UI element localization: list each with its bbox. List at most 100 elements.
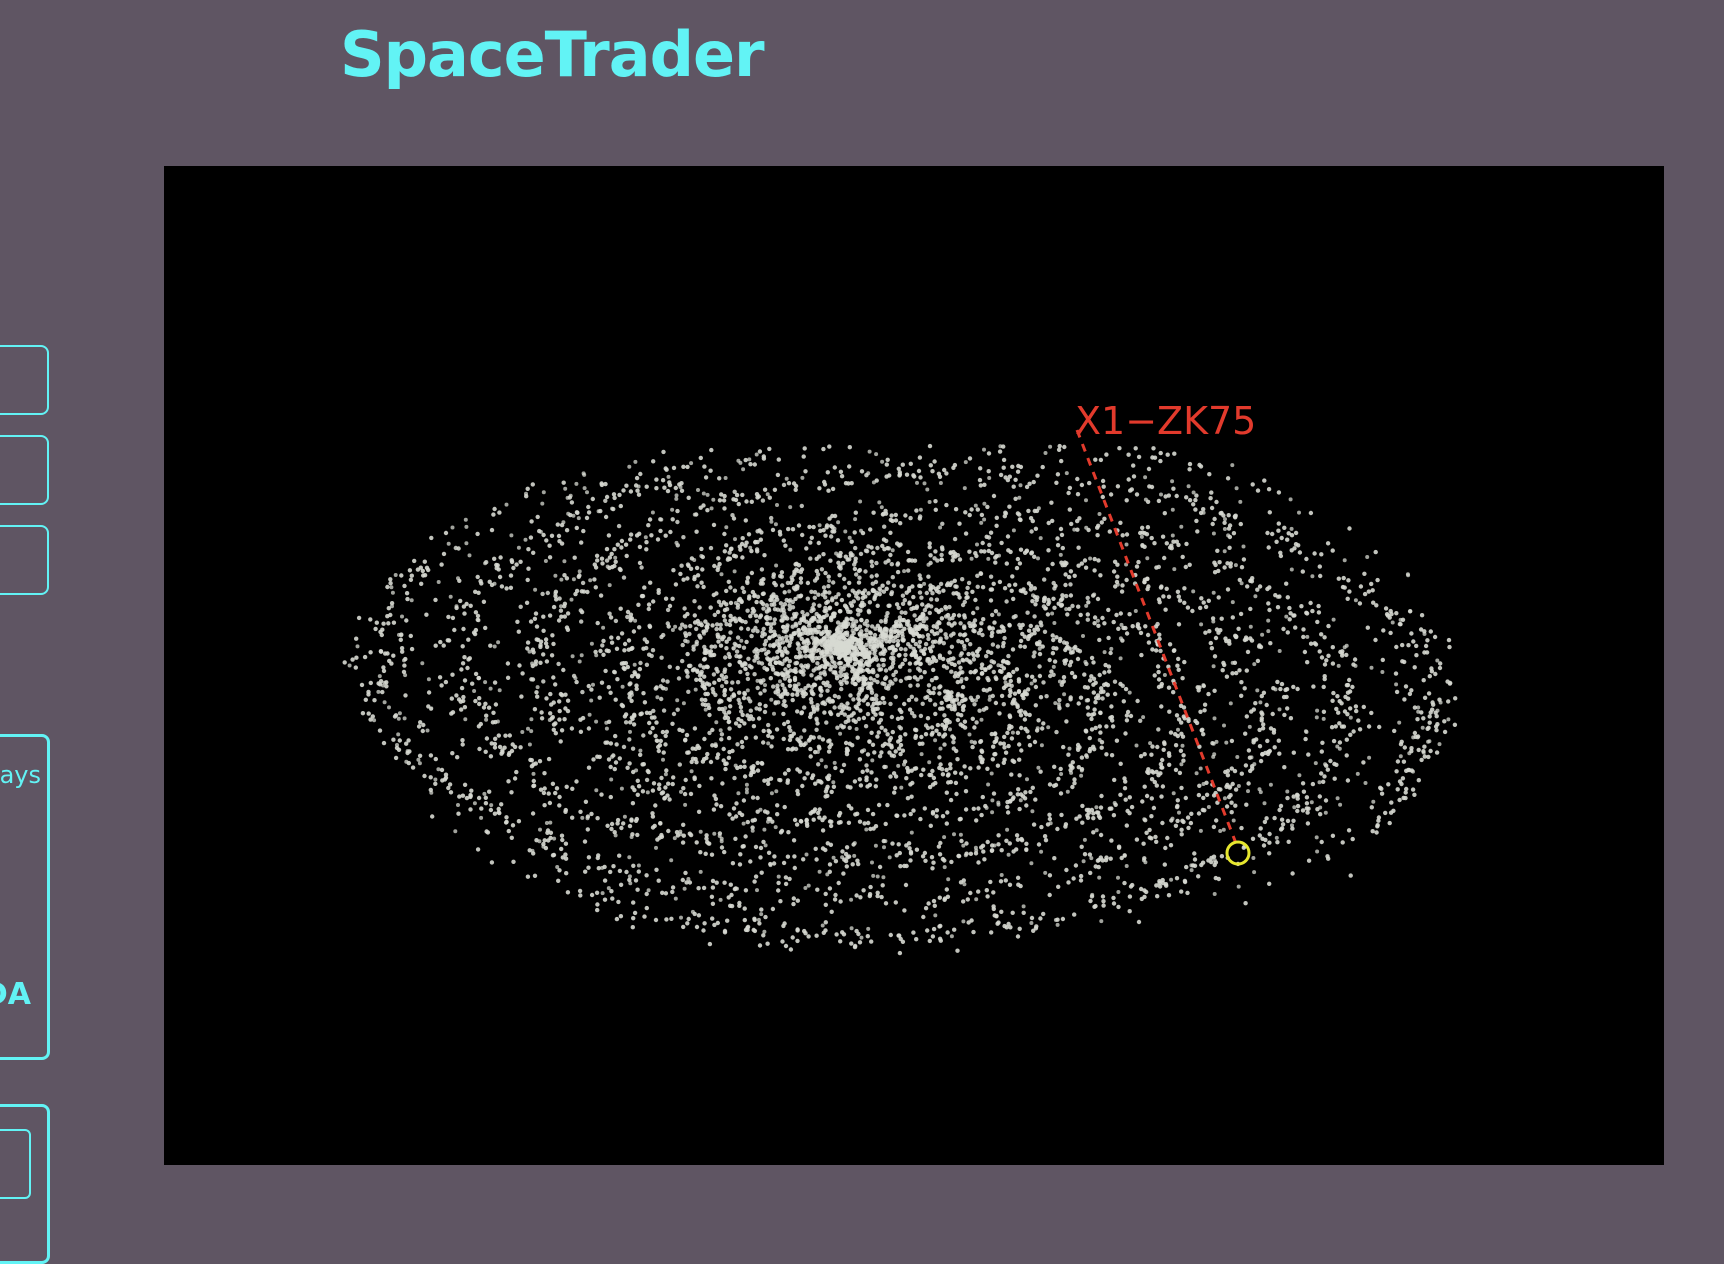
star-system-dot[interactable] [492, 741, 498, 747]
star-system-dot[interactable] [564, 784, 569, 789]
star-system-dot[interactable] [787, 603, 792, 608]
star-system-dot[interactable] [679, 563, 684, 568]
star-system-dot[interactable] [531, 783, 537, 788]
star-system-dot[interactable] [383, 651, 388, 656]
star-system-dot[interactable] [719, 845, 725, 850]
star-system-dot[interactable] [1007, 714, 1013, 720]
star-system-dot[interactable] [909, 768, 914, 773]
star-system-dot[interactable] [1149, 752, 1154, 757]
star-system-dot[interactable] [1283, 687, 1288, 693]
star-system-dot[interactable] [931, 860, 936, 865]
star-system-dot[interactable] [453, 545, 458, 551]
star-system-dot[interactable] [871, 510, 876, 515]
star-system-dot[interactable] [1373, 637, 1378, 643]
star-system-dot[interactable] [1409, 631, 1414, 636]
star-system-dot[interactable] [417, 753, 423, 758]
star-system-dot[interactable] [700, 567, 705, 572]
star-system-dot[interactable] [1366, 724, 1372, 729]
star-system-dot[interactable] [850, 553, 855, 558]
star-system-dot[interactable] [651, 599, 656, 604]
star-system-dot[interactable] [1348, 732, 1353, 737]
star-system-dot[interactable] [729, 546, 734, 551]
star-system-dot[interactable] [722, 506, 727, 511]
star-system-dot[interactable] [628, 615, 633, 620]
star-system-dot[interactable] [776, 692, 781, 697]
star-system-dot[interactable] [985, 676, 990, 681]
star-system-dot[interactable] [1019, 725, 1024, 731]
star-system-dot[interactable] [691, 647, 696, 652]
star-system-dot[interactable] [1185, 890, 1190, 896]
star-system-dot[interactable] [1278, 803, 1284, 809]
star-system-dot[interactable] [636, 673, 641, 678]
star-system-dot[interactable] [912, 714, 917, 719]
star-system-dot[interactable] [830, 612, 836, 617]
star-system-dot[interactable] [1279, 535, 1284, 541]
star-system-dot[interactable] [824, 629, 830, 634]
star-system-dot[interactable] [1127, 894, 1133, 899]
star-system-dot[interactable] [988, 574, 994, 579]
star-system-dot[interactable] [629, 674, 635, 679]
star-system-dot[interactable] [958, 670, 963, 675]
star-system-dot[interactable] [819, 631, 824, 637]
star-system-dot[interactable] [952, 578, 957, 583]
star-system-dot[interactable] [1001, 685, 1007, 691]
star-system-dot[interactable] [479, 581, 484, 586]
star-system-dot[interactable] [663, 596, 669, 601]
star-system-dot[interactable] [1123, 686, 1129, 692]
star-system-dot[interactable] [725, 557, 731, 562]
star-system-dot[interactable] [879, 750, 884, 755]
star-system-dot[interactable] [754, 599, 759, 605]
star-system-dot[interactable] [875, 679, 880, 685]
star-system-dot[interactable] [828, 710, 833, 715]
star-system-dot[interactable] [783, 875, 789, 880]
star-system-dot[interactable] [1216, 595, 1221, 600]
star-system-dot[interactable] [1206, 858, 1211, 863]
star-system-dot[interactable] [1276, 521, 1282, 526]
star-system-dot[interactable] [1337, 699, 1342, 704]
star-system-dot[interactable] [809, 684, 815, 690]
star-system-dot[interactable] [981, 707, 986, 712]
star-system-dot[interactable] [563, 809, 568, 814]
star-system-dot[interactable] [845, 855, 850, 860]
star-system-dot[interactable] [559, 693, 565, 698]
star-system-dot[interactable] [1357, 727, 1363, 732]
star-system-dot[interactable] [1160, 757, 1165, 763]
star-system-dot[interactable] [1270, 711, 1275, 717]
star-system-dot[interactable] [821, 930, 826, 935]
star-system-dot[interactable] [745, 676, 751, 682]
star-system-dot[interactable] [671, 775, 676, 780]
star-system-dot[interactable] [918, 713, 924, 719]
star-system-dot[interactable] [801, 454, 806, 459]
star-system-dot[interactable] [1356, 718, 1361, 723]
star-system-dot[interactable] [865, 711, 871, 717]
star-system-dot[interactable] [754, 619, 759, 624]
star-system-dot[interactable] [489, 860, 495, 865]
star-system-dot[interactable] [1116, 904, 1121, 910]
star-system-dot[interactable] [1259, 716, 1265, 721]
star-system-dot[interactable] [770, 735, 775, 740]
star-system-dot[interactable] [1008, 925, 1013, 930]
star-system-dot[interactable] [906, 642, 911, 647]
star-system-dot[interactable] [918, 475, 923, 480]
star-system-dot[interactable] [1118, 792, 1123, 797]
star-system-dot[interactable] [836, 592, 841, 597]
star-system-dot[interactable] [938, 840, 943, 846]
star-system-dot[interactable] [1374, 603, 1379, 608]
star-system-dot[interactable] [961, 899, 966, 904]
star-system-dot[interactable] [897, 850, 902, 856]
star-system-dot[interactable] [847, 464, 852, 469]
star-system-dot[interactable] [578, 717, 583, 722]
star-system-dot[interactable] [548, 830, 554, 835]
star-system-dot[interactable] [933, 711, 938, 717]
star-system-dot[interactable] [1106, 664, 1112, 669]
star-system-dot[interactable] [366, 689, 371, 695]
star-system-dot[interactable] [516, 819, 522, 824]
star-system-dot[interactable] [607, 555, 613, 560]
star-system-dot[interactable] [905, 549, 911, 555]
star-system-dot[interactable] [635, 887, 640, 892]
star-system-dot[interactable] [602, 878, 608, 883]
star-system-dot[interactable] [838, 563, 843, 569]
star-system-dot[interactable] [611, 492, 617, 497]
star-system-dot[interactable] [794, 561, 799, 566]
star-system-dot[interactable] [1184, 541, 1189, 547]
